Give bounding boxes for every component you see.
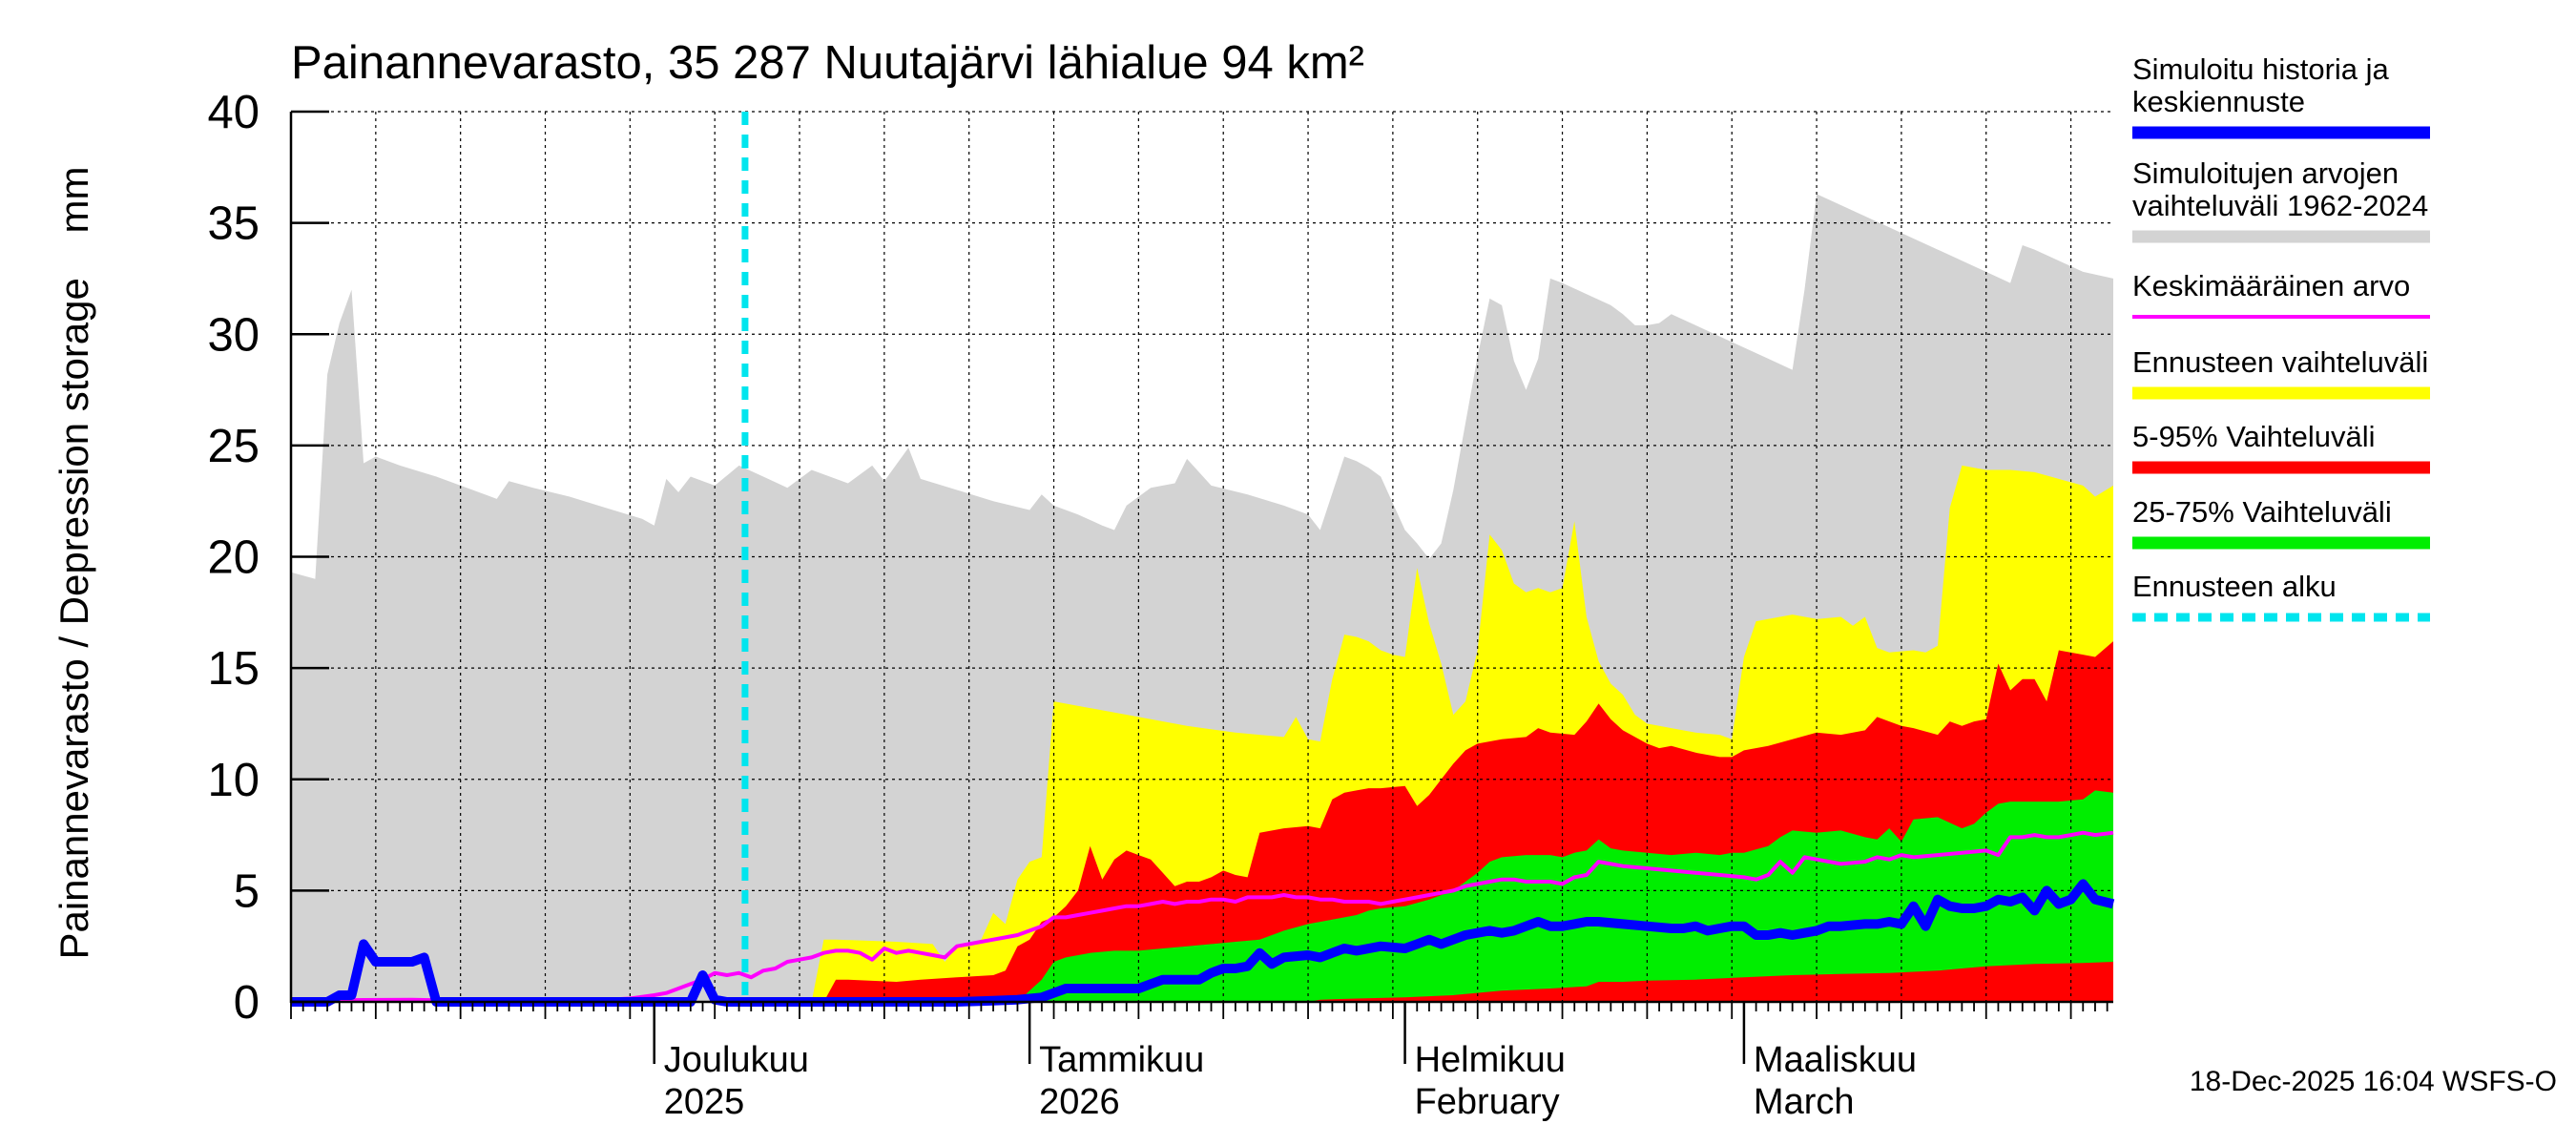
y-tick-label: 5 <box>234 865 260 917</box>
y-tick-label: 25 <box>207 421 260 472</box>
y-tick-label: 0 <box>234 977 260 1029</box>
legend-label: Simuloitujen arvojen <box>2132 156 2399 190</box>
mean-value-line <box>290 830 2114 1003</box>
legend-label: vaihteluväli 1962-2024 <box>2132 189 2428 222</box>
y-axis-label: Painannevarasto / Depression storage mm <box>52 166 96 959</box>
y-tick-label: 20 <box>207 532 260 584</box>
legend-label: Simuloitu historia ja <box>2132 52 2390 86</box>
legend-label: 25-75% Vaihteluväli <box>2132 495 2392 529</box>
area-25-75-vaihteluv-li-min <box>744 962 2113 1002</box>
x-month-sublabel: March <box>1754 1082 1855 1122</box>
simulated-history-line <box>291 879 2115 1007</box>
legend-label: 5-95% Vaihteluväli <box>2132 420 2375 453</box>
chart-title: Painannevarasto, 35 287 Nuutajärvi lähia… <box>291 37 1364 89</box>
x-month-sublabel: 2026 <box>1039 1082 1120 1122</box>
legend-label: Keskimääräinen arvo <box>2132 269 2410 302</box>
chart-areas <box>291 194 2113 1003</box>
area-25-75-vaihteluv-li-max <box>744 790 2113 1002</box>
legend-label: Ennusteen vaihteluväli <box>2132 345 2428 379</box>
x-month-label: Joulukuu <box>664 1040 809 1080</box>
y-tick-label: 35 <box>207 198 260 250</box>
x-month-sublabel: February <box>1415 1082 1560 1122</box>
x-month-label: Maaliskuu <box>1754 1040 1917 1080</box>
y-tick-label: 10 <box>207 755 260 806</box>
x-month-label: Helmikuu <box>1415 1040 1566 1080</box>
chart-lines <box>290 112 2115 1007</box>
legend-label: Ennusteen alku <box>2132 570 2337 603</box>
legend-label: keskiennuste <box>2132 85 2305 118</box>
y-tick-label: 30 <box>207 309 260 361</box>
x-month-label: Tammikuu <box>1039 1040 1204 1080</box>
grid-lines <box>290 111 2113 1002</box>
y-tick-label: 15 <box>207 643 260 695</box>
footer-timestamp: 18-Dec-2025 16:04 WSFS-O <box>2190 1066 2557 1097</box>
y-tick-label: 40 <box>207 87 260 138</box>
x-month-sublabel: 2025 <box>664 1082 745 1122</box>
axes: 0510152025303540Joulukuu2025Tammikuu2026… <box>207 87 2113 1122</box>
